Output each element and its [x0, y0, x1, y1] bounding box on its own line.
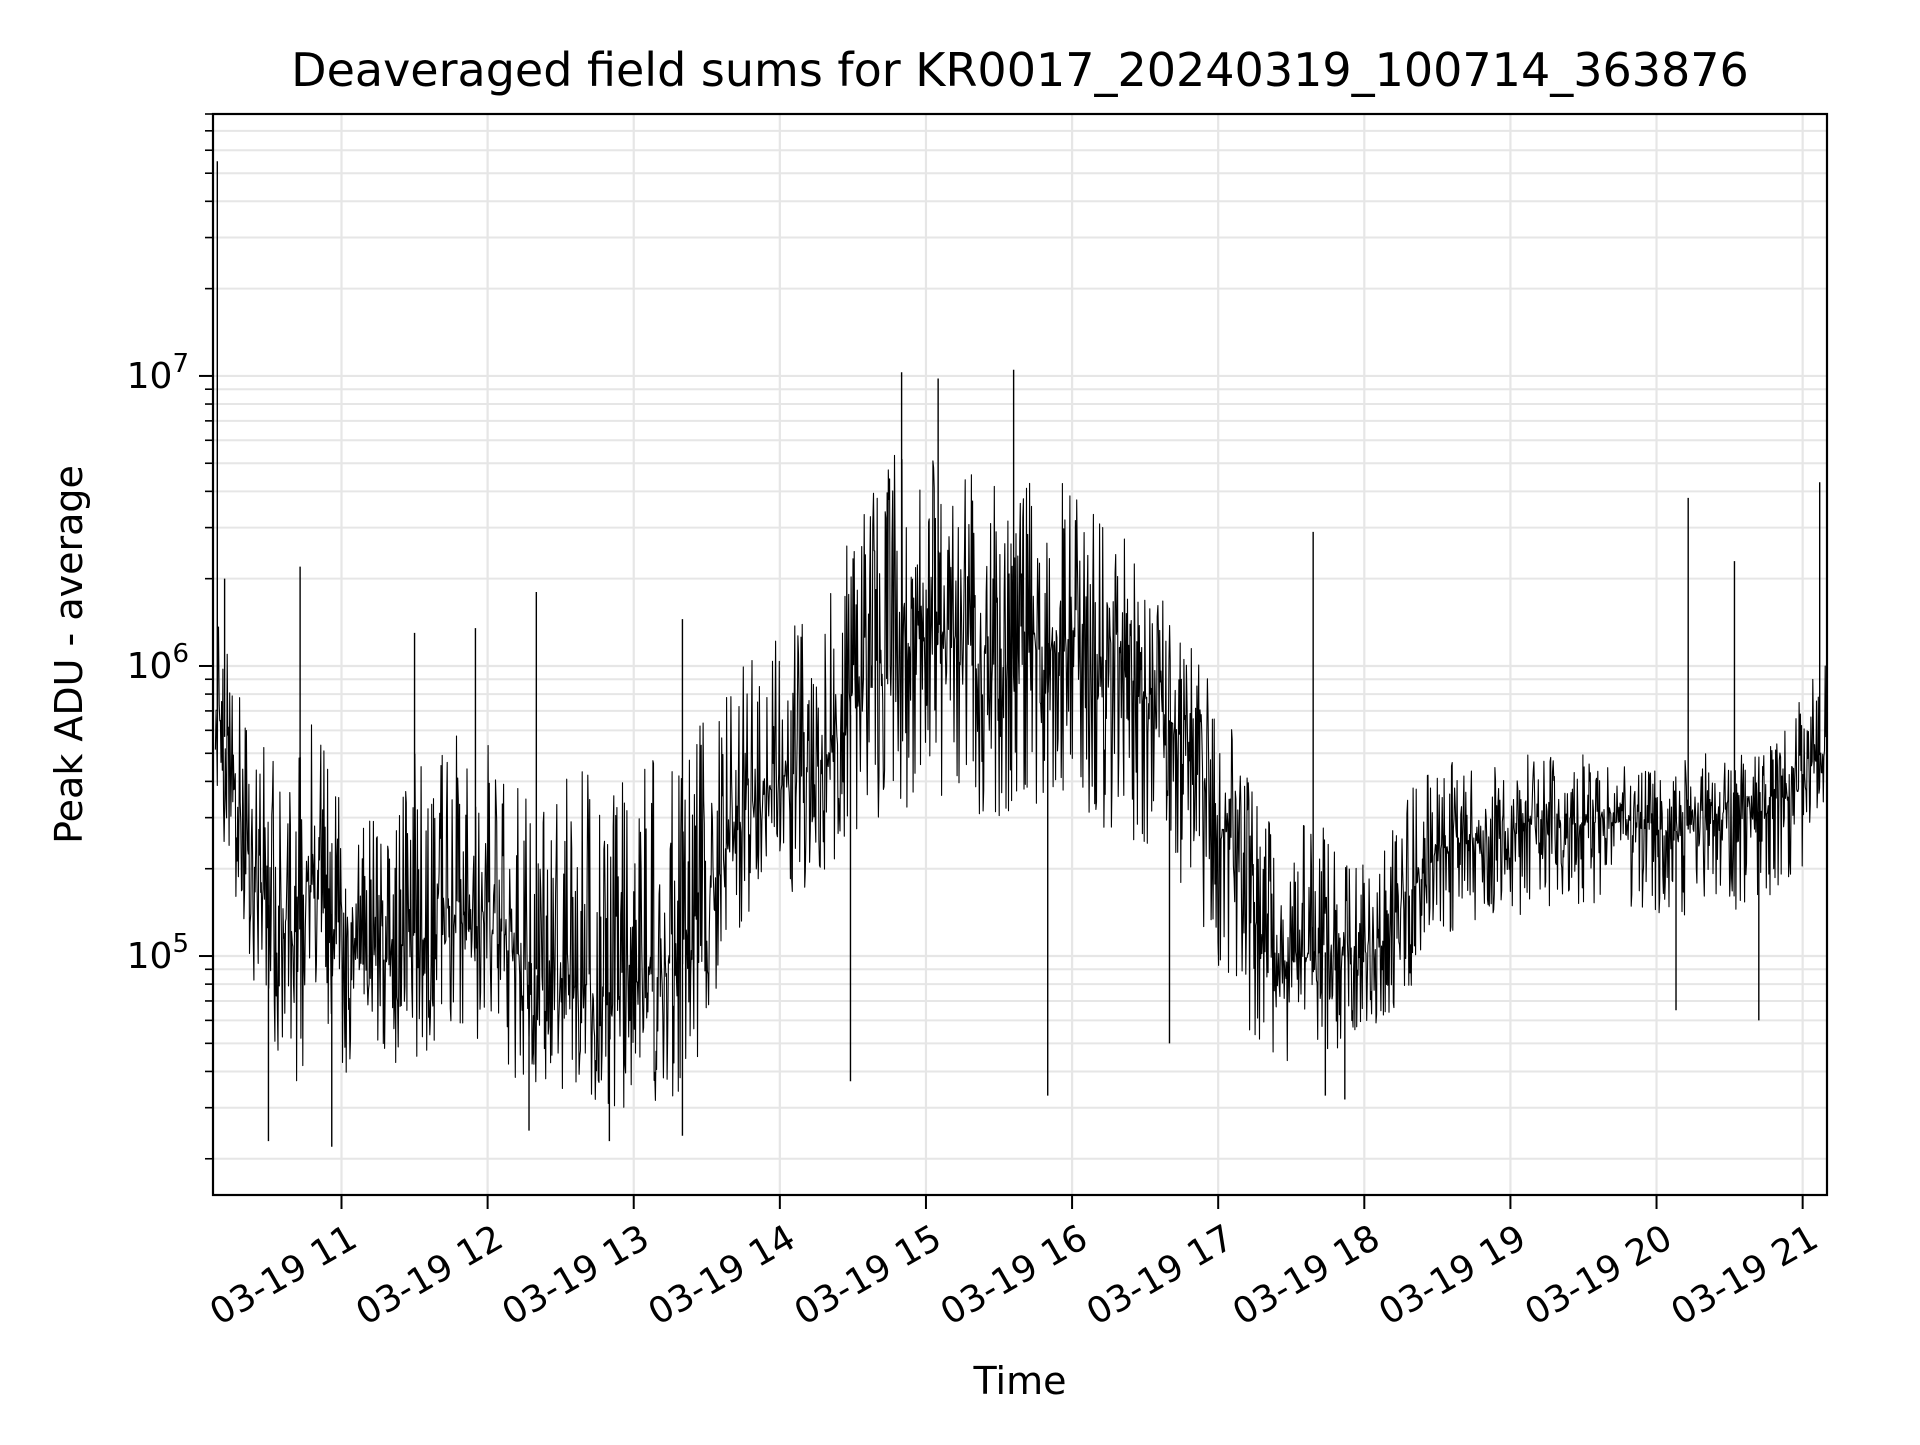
y-tick-label-base: 10 [127, 356, 173, 397]
grid-lines [213, 113, 1827, 1195]
y-tick-label-exponent: 5 [172, 929, 189, 959]
y-tick-label-base: 10 [127, 936, 173, 977]
y-tick-label: 107 [127, 349, 189, 397]
series-line [214, 454, 1827, 1108]
x-axis-label: Time [973, 1359, 1067, 1403]
y-tick-label-exponent: 6 [172, 639, 189, 669]
series-layer [214, 161, 1827, 1147]
chart-title: Deaveraged field sums for KR0017_2024031… [291, 43, 1749, 97]
plot-area-frame [211, 112, 1829, 1197]
y-tick-label: 105 [127, 929, 189, 977]
y-tick-label-exponent: 7 [172, 349, 189, 379]
y-tick-label-base: 10 [127, 646, 173, 687]
y-tick-label: 106 [127, 639, 189, 687]
y-axis-label: Peak ADU - average [47, 465, 91, 844]
